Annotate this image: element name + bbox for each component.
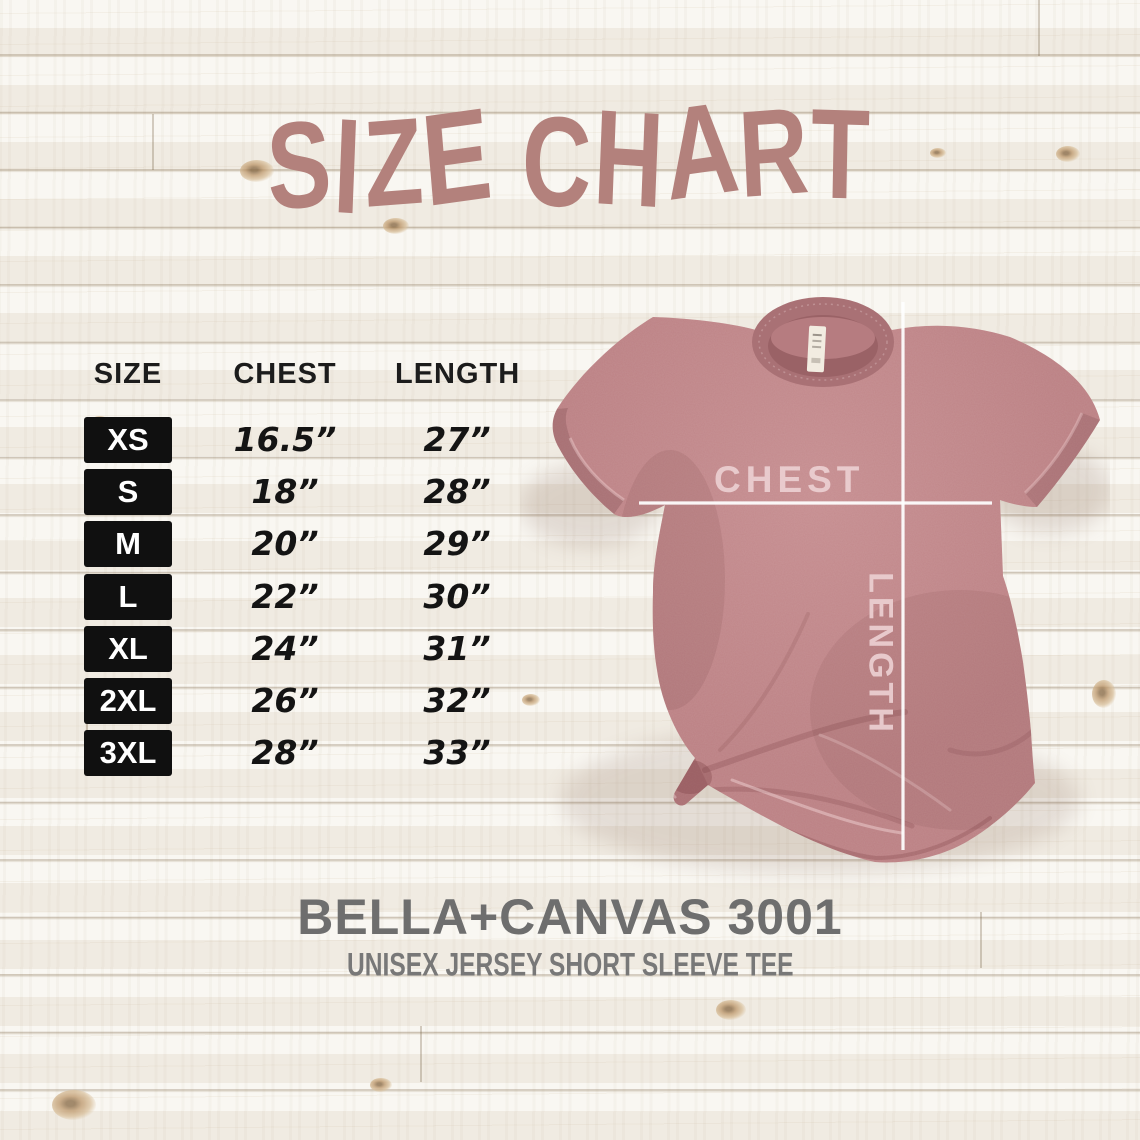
- wood-knot: [522, 694, 540, 706]
- table-row: 2XL 26” 32”: [0, 678, 560, 724]
- length-value: 31”: [423, 629, 491, 668]
- chest-value: 24”: [251, 629, 319, 668]
- length-value: 27”: [423, 420, 491, 459]
- tshirt-photo: [520, 297, 1110, 875]
- chest-value: 20”: [251, 524, 319, 563]
- column-header-size: SIZE: [93, 358, 163, 390]
- measurement-lines: [639, 302, 992, 850]
- brand-name: BELLA+CANVAS 3001: [297, 889, 843, 945]
- brand-subtitle: UNISEX JERSEY SHORT SLEEVE TEE: [346, 947, 794, 984]
- column-header-chest: CHEST: [233, 358, 337, 390]
- table-row: S 18” 28”: [0, 469, 560, 515]
- wood-knot: [716, 1000, 746, 1020]
- wood-knot: [52, 1090, 96, 1120]
- chest-value: 22”: [251, 577, 319, 616]
- chest-value: 26”: [251, 681, 319, 720]
- length-value: 29”: [423, 524, 491, 563]
- wood-knot: [383, 218, 409, 234]
- size-badge: 2XL: [84, 678, 172, 724]
- wood-knot: [370, 1078, 392, 1092]
- wood-knot: [240, 160, 274, 182]
- chest-value: 18”: [251, 472, 319, 511]
- length-value: 33”: [423, 733, 491, 772]
- table-row: XL 24” 31”: [0, 626, 560, 672]
- table-row: XS 16.5” 27”: [0, 417, 560, 463]
- wood-knot: [1092, 680, 1116, 708]
- table-row: M 20” 29”: [0, 521, 560, 567]
- table-row: L 22” 30”: [0, 574, 560, 620]
- length-value: 30”: [423, 577, 491, 616]
- size-badge: L: [84, 574, 172, 620]
- chest-label: CHEST: [714, 459, 865, 500]
- length-value: 32”: [423, 681, 491, 720]
- title-wrap: SIZE CHART: [0, 73, 1140, 243]
- wood-knot: [930, 148, 946, 158]
- page-title: SIZE CHART: [263, 73, 875, 244]
- wood-joint: [152, 114, 154, 170]
- column-header-length: LENGTH: [395, 358, 521, 390]
- length-value: 28”: [423, 472, 491, 511]
- size-badge: S: [84, 469, 172, 515]
- table-row: 3XL 28” 33”: [0, 730, 560, 776]
- table-header: SIZE CHEST LENGTH: [0, 358, 560, 392]
- size-badge: 3XL: [84, 730, 172, 776]
- collar-tag: [806, 325, 827, 373]
- wood-knot: [1056, 146, 1080, 162]
- wood-joint: [980, 912, 982, 968]
- size-badge: M: [84, 521, 172, 567]
- wood-joint: [420, 1026, 422, 1082]
- chest-value: 16.5”: [233, 420, 337, 459]
- size-badge: XL: [84, 626, 172, 672]
- size-badge: XS: [84, 417, 172, 463]
- length-label: LENGTH: [861, 572, 900, 736]
- tshirt-collar: [752, 297, 894, 387]
- chest-value: 28”: [251, 733, 319, 772]
- wood-joint: [1038, 0, 1040, 56]
- brand-subtitle-wrap: UNISEX JERSEY SHORT SLEEVE TEE: [0, 947, 1140, 984]
